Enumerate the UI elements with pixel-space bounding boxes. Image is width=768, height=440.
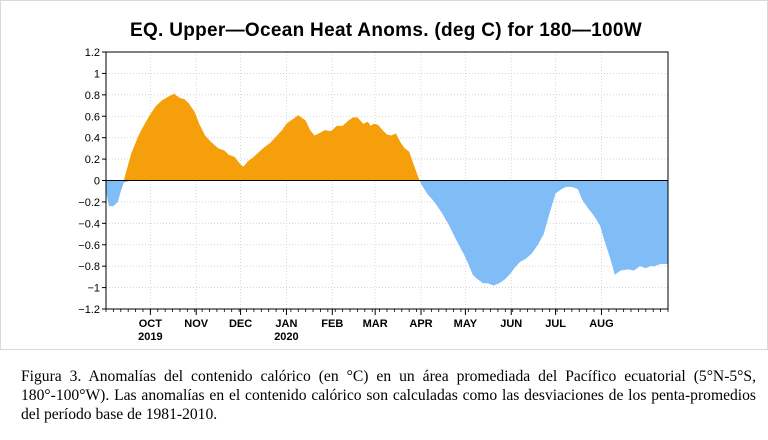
x-month-label: APR	[409, 318, 432, 330]
y-tick-label: −0.4	[78, 218, 100, 230]
y-tick-label: 1	[94, 68, 100, 80]
y-tick-label: 0	[94, 176, 100, 188]
x-month-label: DEC	[229, 318, 252, 330]
x-month-label: OCT	[139, 318, 163, 330]
x-year-label: 2020	[274, 331, 298, 343]
y-tick-label: −0.8	[78, 261, 100, 273]
x-year-label: 2019	[138, 331, 162, 343]
negative-anomaly-area	[106, 180, 668, 286]
x-month-label: NOV	[184, 318, 209, 330]
heat-anomaly-chart: EQ. Upper—Ocean Heat Anoms. (deg C) for …	[0, 0, 768, 350]
figure-frame: EQ. Upper—Ocean Heat Anoms. (deg C) for …	[0, 0, 768, 350]
chart-title: EQ. Upper—Ocean Heat Anoms. (deg C) for …	[130, 20, 642, 41]
y-tick-label: −1	[87, 283, 100, 295]
y-tick-label: −0.6	[78, 240, 100, 252]
y-tick-label: 0.6	[85, 111, 100, 123]
positive-anomaly-area	[106, 93, 668, 181]
y-tick-label: 0.4	[85, 133, 100, 145]
x-month-label: JAN	[275, 318, 297, 330]
x-month-label: AUG	[589, 318, 613, 330]
y-tick-label: 1.2	[85, 47, 100, 59]
x-month-label: JUL	[545, 318, 566, 330]
y-tick-label: −0.2	[78, 197, 100, 209]
y-tick-label: 0.2	[85, 154, 100, 166]
x-month-label: MAY	[454, 318, 478, 330]
x-month-label: FEB	[321, 318, 343, 330]
x-month-label: MAR	[363, 318, 388, 330]
plot-area: 1.2 1 0.8 0.6 0.4 0.2 0 −0.2 −0.4 −0.6 −0.8 −1 −1.2 O…	[78, 47, 669, 343]
y-tick-label: −1.2	[78, 304, 100, 316]
y-tick-label: 0.8	[85, 90, 100, 102]
figure-caption: Figura 3. Anomalías del contenido calóri…	[21, 368, 756, 423]
x-month-label: JUN	[500, 318, 522, 330]
